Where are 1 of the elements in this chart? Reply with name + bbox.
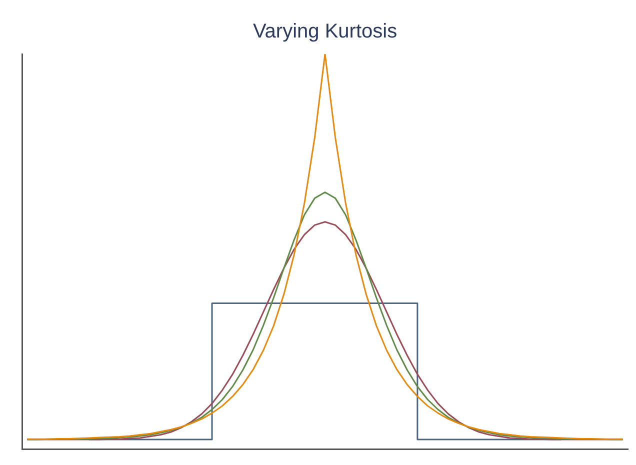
chart-title: Varying Kurtosis [252,20,398,43]
